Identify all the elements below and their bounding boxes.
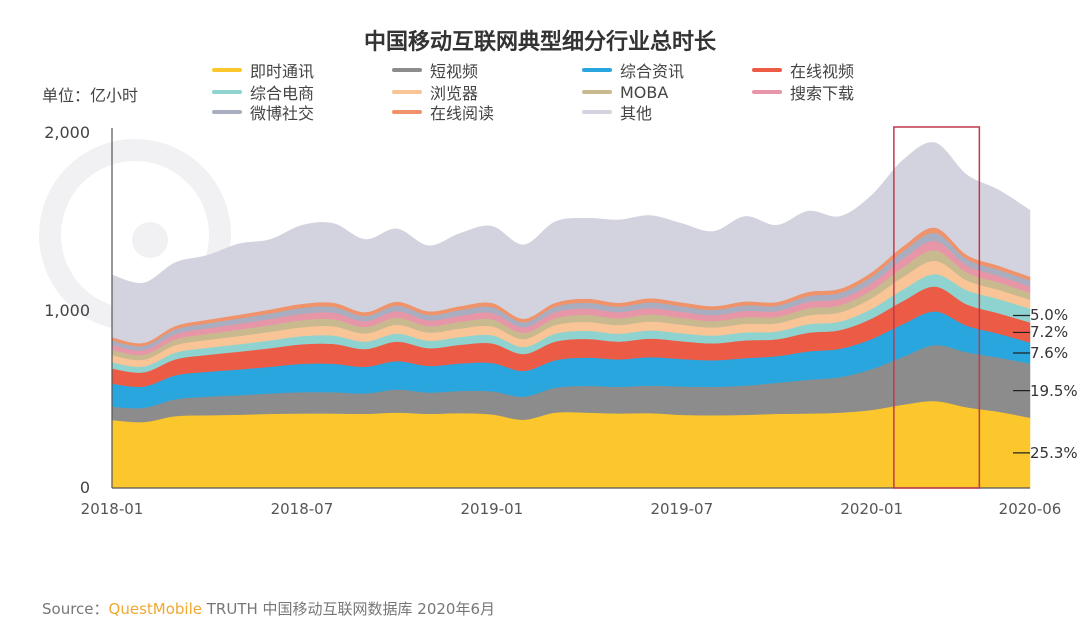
area-其他 <box>111 142 1031 344</box>
legend-label: MOBA <box>620 82 669 102</box>
legend-swatch <box>392 110 422 114</box>
source-brand: QuestMobile <box>108 600 202 618</box>
legend-swatch <box>752 68 782 72</box>
y-tick-label: 1,000 <box>44 300 90 320</box>
legend-item: 即时通讯 <box>212 60 315 81</box>
end-share-label: 25.3% <box>1030 443 1078 462</box>
legend-swatch <box>212 68 242 72</box>
legend-label: 综合资讯 <box>620 62 685 81</box>
end-share-label: 7.6% <box>1030 344 1069 362</box>
legend-swatch <box>212 110 242 114</box>
end-share-label: 7.2% <box>1030 323 1069 342</box>
legend-item: MOBA <box>582 82 668 102</box>
legend-item: 搜索下载 <box>752 82 855 103</box>
legend-item: 综合资讯 <box>582 60 685 81</box>
legend-item: 其他 <box>582 102 653 123</box>
legend-label: 浏览器 <box>430 84 479 103</box>
legend-label: 微博社交 <box>250 104 315 123</box>
source-note: Source：QuestMobile TRUTH 中国移动互联网数据库 2020… <box>42 598 495 619</box>
legend-item: 在线阅读 <box>392 102 495 123</box>
highlight-box <box>893 126 981 489</box>
legend-swatch <box>582 90 612 94</box>
end-share-label: 5.0% <box>1030 306 1069 325</box>
y-tick-label: 2,000 <box>44 123 90 142</box>
legend-item: 浏览器 <box>392 82 479 103</box>
source-prefix: Source： <box>42 600 109 618</box>
legend-item: 短视频 <box>392 60 479 81</box>
y-tick-label: 0 <box>79 478 90 497</box>
unit-label: 单位：亿小时 <box>42 86 139 105</box>
legend-item: 在线视频 <box>752 60 855 81</box>
x-tick-label: 2020-01 <box>840 500 904 518</box>
chart-title: 中国移动互联网典型细分行业总时长 <box>363 30 716 55</box>
legend-swatch <box>392 90 422 94</box>
legend-label: 即时通讯 <box>250 62 315 81</box>
legend-label: 短视频 <box>430 62 479 81</box>
source-rest: TRUTH 中国移动互联网数据库 2020年6月 <box>201 600 496 618</box>
x-tick-label: 2018-07 <box>270 500 334 518</box>
legend-swatch <box>752 90 782 94</box>
end-share-label: 19.5% <box>1030 381 1078 400</box>
legend-swatch <box>212 90 242 94</box>
x-tick-label: 2020-06 <box>998 500 1062 518</box>
x-tick-label: 2019-07 <box>650 500 714 518</box>
watermark-logo-dot <box>132 222 168 258</box>
legend-item: 综合电商 <box>212 82 315 103</box>
legend-label: 在线阅读 <box>430 104 495 123</box>
legend-label: 综合电商 <box>250 84 315 103</box>
legend-label: 搜索下载 <box>790 84 855 103</box>
legend-swatch <box>582 110 612 114</box>
legend-label: 其他 <box>620 104 653 123</box>
legend-item: 微博社交 <box>212 102 315 123</box>
legend-label: 在线视频 <box>790 62 855 81</box>
x-tick-label: 2018-01 <box>80 500 144 518</box>
legend-swatch <box>392 68 422 72</box>
legend-swatch <box>582 68 612 72</box>
x-tick-label: 2019-01 <box>460 500 524 518</box>
